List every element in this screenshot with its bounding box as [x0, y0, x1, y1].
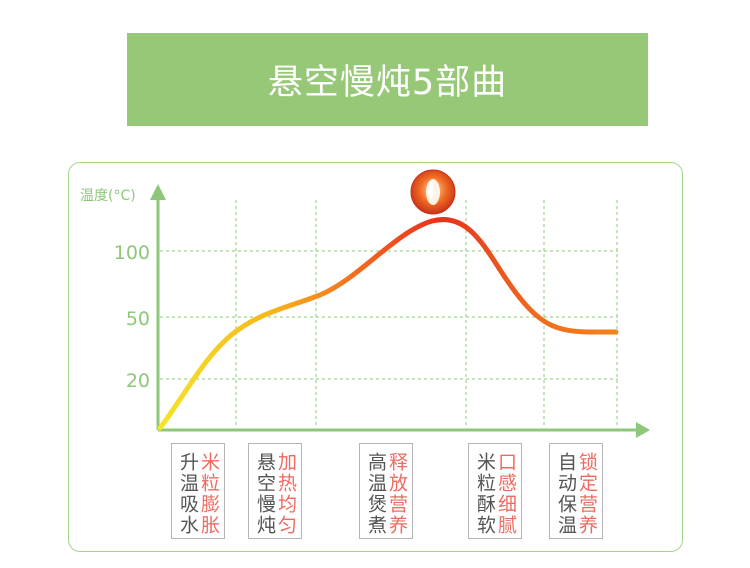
stage-4-effect: 口感细腻: [495, 452, 517, 536]
stage-3-effect: 释放营养: [386, 452, 408, 536]
y-axis-label: 温度(°C): [80, 188, 136, 204]
stage-box-4: 米粒酥软 口感细腻: [468, 443, 522, 539]
stage-box-3: 高温煲煮 释放营养: [359, 443, 413, 539]
temperature-curve: [157, 217, 619, 431]
banner-title: 悬空慢炖5部曲: [267, 63, 508, 103]
title-banner: 悬空慢炖5部曲: [127, 33, 648, 126]
y-axis-arrow: [150, 184, 166, 200]
axes: [156, 196, 640, 432]
grid: [160, 200, 618, 428]
rice-grain-icon: [410, 169, 456, 215]
stage-2-effect: 加热均匀: [275, 452, 297, 536]
chart-panel: [68, 162, 683, 552]
stage-box-2: 悬空慢炖 加热均匀: [248, 443, 302, 539]
stage-5-action: 自动保温: [555, 452, 577, 536]
stage-4-action: 米粒酥软: [474, 452, 496, 536]
stage-5-effect: 锁定营养: [576, 452, 598, 536]
stage-1-action: 升温吸水: [177, 452, 199, 536]
stage-2-action: 悬空慢炖: [254, 452, 276, 536]
stage-3-action: 高温煲煮: [365, 452, 387, 536]
stage-1-effect: 米粒膨胀: [198, 452, 220, 536]
stage-box-5: 自动保温 锁定营养: [549, 443, 603, 539]
x-axis-arrow: [636, 422, 650, 438]
stage-box-1: 升温吸水 米粒膨胀: [171, 443, 225, 539]
tick-label-50: 50: [126, 308, 150, 330]
tick-label-20: 20: [126, 370, 150, 392]
tick-label-100: 100: [114, 242, 150, 264]
